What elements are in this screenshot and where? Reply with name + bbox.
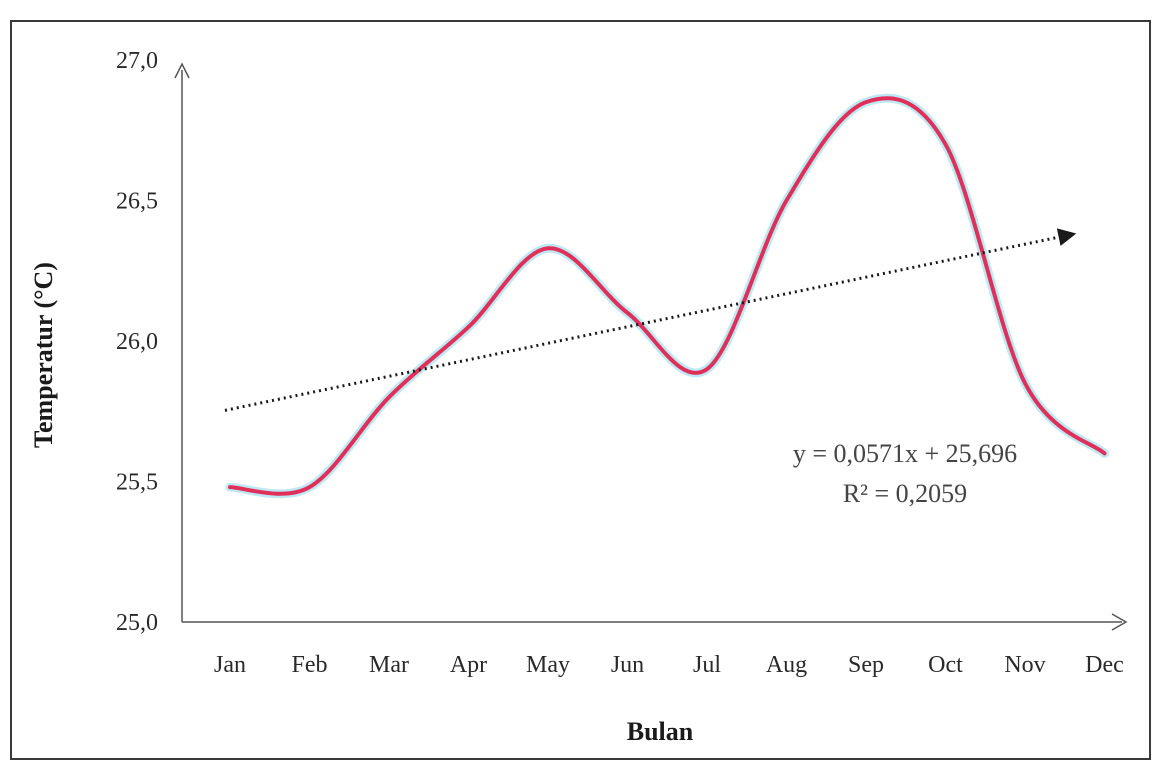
- y-tick-label: 25,5: [116, 470, 158, 496]
- series-layer: [225, 93, 1109, 499]
- x-axis-title: Bulan: [627, 717, 694, 746]
- x-tick-label: Aug: [766, 652, 807, 678]
- trendline-layer: [224, 228, 1077, 412]
- trendline-equation: y = 0,0571x + 25,696: [793, 439, 1017, 468]
- x-tick-label: Feb: [292, 652, 328, 678]
- series-line: [228, 96, 1107, 496]
- trendline-r-squared: R² = 0,2059: [843, 479, 967, 508]
- x-tick-label: Jan: [214, 652, 246, 678]
- x-tick-label: Nov: [1004, 652, 1045, 678]
- x-tick-label: Dec: [1085, 652, 1124, 678]
- x-tick-label: Oct: [928, 652, 963, 678]
- y-tick-label: 27,0: [116, 48, 158, 74]
- y-tick-label: 26,0: [116, 329, 158, 355]
- y-axis-arrowhead: [174, 62, 190, 79]
- y-tick-label: 25,0: [116, 610, 158, 636]
- series-line-halo: [225, 93, 1109, 499]
- y-tick-labels: 25,0 25,5 26,0 26,5 27,0: [116, 48, 158, 636]
- y-axis-title: Temperatur (°C): [29, 262, 58, 448]
- chart-frame: [10, 20, 1151, 760]
- x-tick-label: Apr: [450, 652, 487, 678]
- x-tick-labels: Jan Feb Mar Apr May Jun Jul Aug Sep Oct Nov Dec: [214, 652, 1124, 678]
- x-tick-label: Sep: [848, 652, 884, 678]
- x-tick-label: Jun: [611, 652, 644, 678]
- trendline: [224, 228, 1077, 412]
- y-tick-label: 26,5: [116, 189, 158, 215]
- x-tick-label: May: [526, 652, 570, 678]
- x-axis-arrowhead: [1111, 613, 1128, 631]
- x-tick-label: Mar: [369, 652, 409, 678]
- x-tick-label: Jul: [693, 652, 721, 678]
